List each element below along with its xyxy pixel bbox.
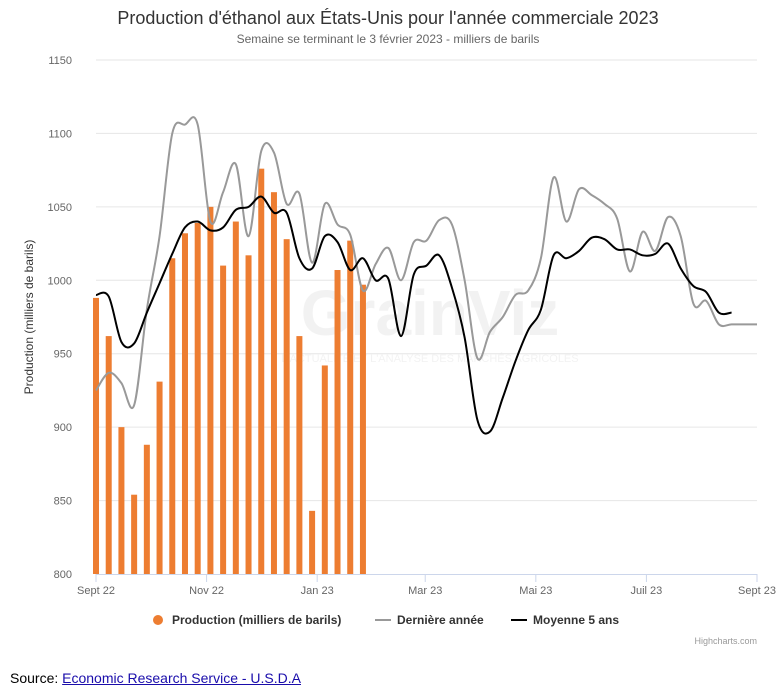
y-axis-ticks: 800 850 900 950 1000 1050 1100 1150 xyxy=(48,55,72,581)
x-tick-label: Mar 23 xyxy=(408,585,442,597)
production-bar[interactable] xyxy=(283,239,290,574)
y-tick-label: 850 xyxy=(54,496,72,508)
production-bar[interactable] xyxy=(359,284,366,574)
grainviz-watermark: GrainViz L'ACTUALITÉ ET L'ANALYSE DES MA… xyxy=(281,277,578,365)
legend-item-last-year[interactable]: Dernière année xyxy=(375,613,484,627)
y-tick-label: 950 xyxy=(54,349,72,361)
y-tick-label: 1050 xyxy=(48,202,72,214)
source-prefix: Source: xyxy=(10,670,63,686)
legend-production-marker xyxy=(153,615,163,625)
legend: Production (milliers de barils) Dernière… xyxy=(153,613,619,627)
production-bar[interactable] xyxy=(296,336,303,574)
x-tick-label: Juil 23 xyxy=(631,585,663,597)
legend-item-five-year[interactable]: Moyenne 5 ans xyxy=(511,613,619,627)
production-bar[interactable] xyxy=(93,297,99,574)
production-bar[interactable] xyxy=(321,365,328,574)
production-bar[interactable] xyxy=(131,494,138,574)
production-bar[interactable] xyxy=(181,233,188,574)
production-bar[interactable] xyxy=(334,270,341,574)
y-tick-label: 800 xyxy=(54,569,72,581)
production-bars xyxy=(93,168,366,575)
chart-subtitle: Semaine se terminant le 3 février 2023 -… xyxy=(237,32,540,46)
production-bar[interactable] xyxy=(270,192,277,574)
production-bar[interactable] xyxy=(258,168,265,574)
x-tick-label: Nov 22 xyxy=(189,585,224,597)
watermark-logo: GrainViz xyxy=(301,277,559,349)
production-bar[interactable] xyxy=(156,381,163,574)
last-year-line[interactable] xyxy=(95,116,757,409)
production-bar[interactable] xyxy=(143,444,150,574)
production-bar[interactable] xyxy=(220,265,227,574)
source-link[interactable]: Economic Research Service - U.S.D.A xyxy=(62,670,301,686)
x-tick-label: Sept 23 xyxy=(738,585,776,597)
legend-production-label: Production (milliers de barils) xyxy=(172,613,341,627)
y-axis-title: Production (milliers de barils) xyxy=(22,240,36,395)
x-tick-label: Mai 23 xyxy=(519,585,552,597)
legend-five-year-label: Moyenne 5 ans xyxy=(533,613,619,627)
grid-lines xyxy=(96,59,757,502)
x-axis-ticks: Sept 22 Nov 22 Jan 23 Mar 23 Mai 23 Juil 23 Se… xyxy=(77,574,776,597)
production-bar[interactable] xyxy=(232,221,239,575)
highcharts-credits[interactable]: Highcharts.com xyxy=(694,636,757,646)
chart-title: Production d'éthanol aux États-Unis pour… xyxy=(117,8,658,28)
line-series xyxy=(95,116,757,435)
x-tick-label: Sept 22 xyxy=(77,585,115,597)
y-tick-label: 1000 xyxy=(48,275,72,287)
production-bar[interactable] xyxy=(245,255,252,574)
production-bar[interactable] xyxy=(194,223,201,575)
production-bar[interactable] xyxy=(207,206,214,574)
production-bar[interactable] xyxy=(309,510,316,574)
y-tick-label: 1150 xyxy=(48,55,72,67)
production-bar[interactable] xyxy=(169,258,176,574)
production-bar[interactable] xyxy=(347,240,354,575)
legend-item-production[interactable]: Production (milliers de barils) xyxy=(153,613,341,627)
production-bar[interactable] xyxy=(118,427,125,574)
watermark-tagline: L'ACTUALITÉ ET L'ANALYSE DES MARCHÉS AGR… xyxy=(281,352,578,365)
y-tick-label: 1100 xyxy=(48,128,72,140)
x-tick-label: Jan 23 xyxy=(301,585,334,597)
source-line: Source: Economic Research Service - U.S.… xyxy=(10,670,301,686)
five-year-average-line[interactable] xyxy=(95,195,732,435)
legend-last-year-label: Dernière année xyxy=(397,613,484,627)
y-tick-label: 900 xyxy=(54,422,72,434)
production-bar[interactable] xyxy=(105,336,112,574)
